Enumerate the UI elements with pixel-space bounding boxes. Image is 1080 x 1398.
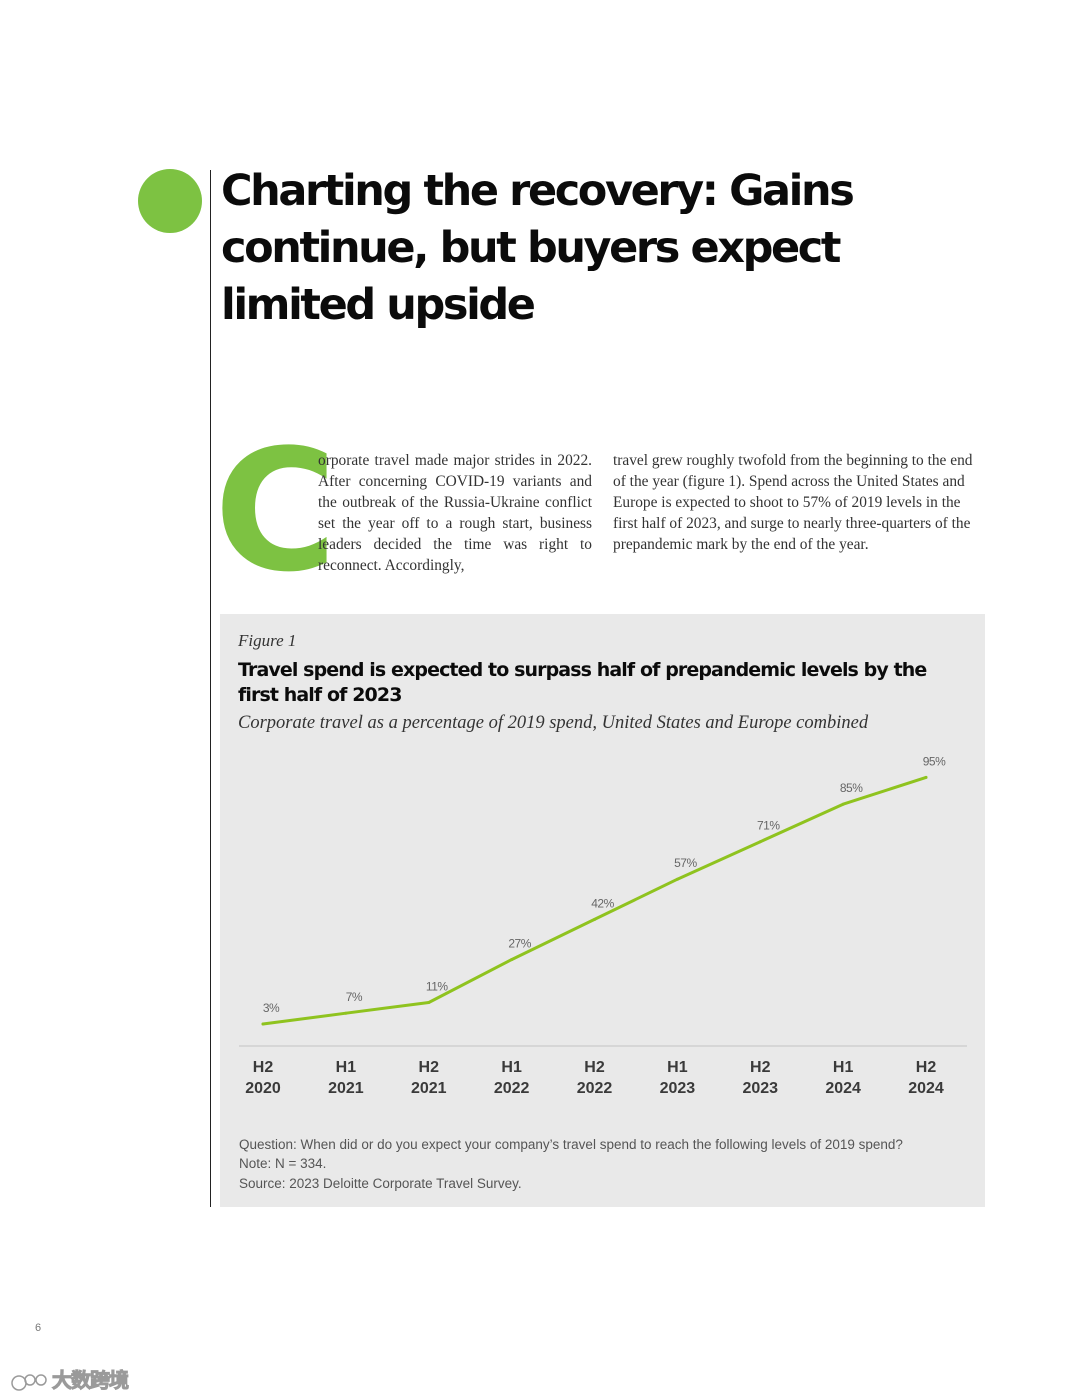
drop-cap: C	[214, 413, 338, 609]
x-tick-label: 2021	[328, 1080, 364, 1097]
x-tick-label: 2020	[245, 1080, 281, 1097]
figure-notes: Question: When did or do you expect your…	[239, 1135, 903, 1193]
data-point	[261, 1022, 265, 1026]
x-tick-label: H1	[336, 1059, 357, 1076]
figure-panel: Figure 1 Travel spend is expected to sur…	[220, 614, 985, 1207]
green-dot-ornament	[138, 169, 202, 233]
watermark: 大数跨境	[10, 1364, 130, 1393]
x-tick-label: 2023	[660, 1080, 696, 1097]
data-point	[510, 958, 514, 962]
data-label: 11%	[426, 980, 448, 994]
vertical-rule	[210, 170, 211, 1207]
data-label: 57%	[674, 856, 697, 870]
x-tick-label: 2024	[908, 1080, 944, 1097]
line-chart: 3% H2 2020 7% H1 2021 11% H2 2021 27% H1 2022 42% H2 2…	[239, 754, 967, 1097]
data-point	[924, 775, 928, 779]
data-label: 3%	[263, 1001, 280, 1015]
data-label: 71%	[757, 819, 780, 833]
watermark-text: 大数跨境	[52, 1368, 130, 1393]
data-point	[675, 877, 679, 881]
x-tick-label: H1	[833, 1059, 854, 1076]
data-label: 27%	[508, 937, 531, 951]
x-tick-label: H2	[419, 1059, 440, 1076]
x-tick-label: 2023	[742, 1080, 778, 1097]
data-label: 7%	[346, 990, 363, 1004]
x-tick-label: H1	[667, 1059, 688, 1076]
data-point	[841, 802, 845, 806]
data-point	[344, 1011, 348, 1015]
figure-subtitle: Corporate travel as a percentage of 2019…	[238, 713, 869, 733]
x-tick-label: 2021	[411, 1080, 447, 1097]
data-label: 95%	[923, 754, 946, 768]
page-title: Charting the recovery: Gains continue, b…	[221, 166, 855, 330]
figure-source: Source: 2023 Deloitte Corporate Travel S…	[239, 1175, 522, 1191]
x-tick-label: H2	[916, 1059, 937, 1076]
data-point	[758, 840, 762, 844]
figure-note: Note: N = 334.	[239, 1156, 327, 1172]
x-tick-label: 2024	[825, 1080, 861, 1097]
figure-label: Figure 1	[238, 631, 297, 650]
x-tick-label: 2022	[577, 1080, 613, 1097]
x-tick-label: H1	[501, 1059, 522, 1076]
figure-title: Travel spend is expected to surpass half…	[238, 659, 927, 706]
figure-question: Question: When did or do you expect your…	[239, 1137, 903, 1152]
data-label: 85%	[840, 781, 863, 795]
x-tick-label: H2	[253, 1059, 274, 1076]
x-tick-label: 2022	[494, 1080, 530, 1097]
data-point	[593, 917, 596, 921]
x-tick-label: H2	[750, 1059, 771, 1076]
data-label: 42%	[591, 896, 614, 910]
watermark-logo-icon	[11, 1373, 47, 1391]
data-point	[427, 1001, 431, 1005]
body-column-1: orporate travel made major strides in 20…	[318, 452, 592, 575]
page-number: 6	[35, 1322, 42, 1334]
x-tick-label: H2	[584, 1059, 605, 1076]
body-column-2: travel grew roughly twofold from the beg…	[613, 452, 973, 554]
